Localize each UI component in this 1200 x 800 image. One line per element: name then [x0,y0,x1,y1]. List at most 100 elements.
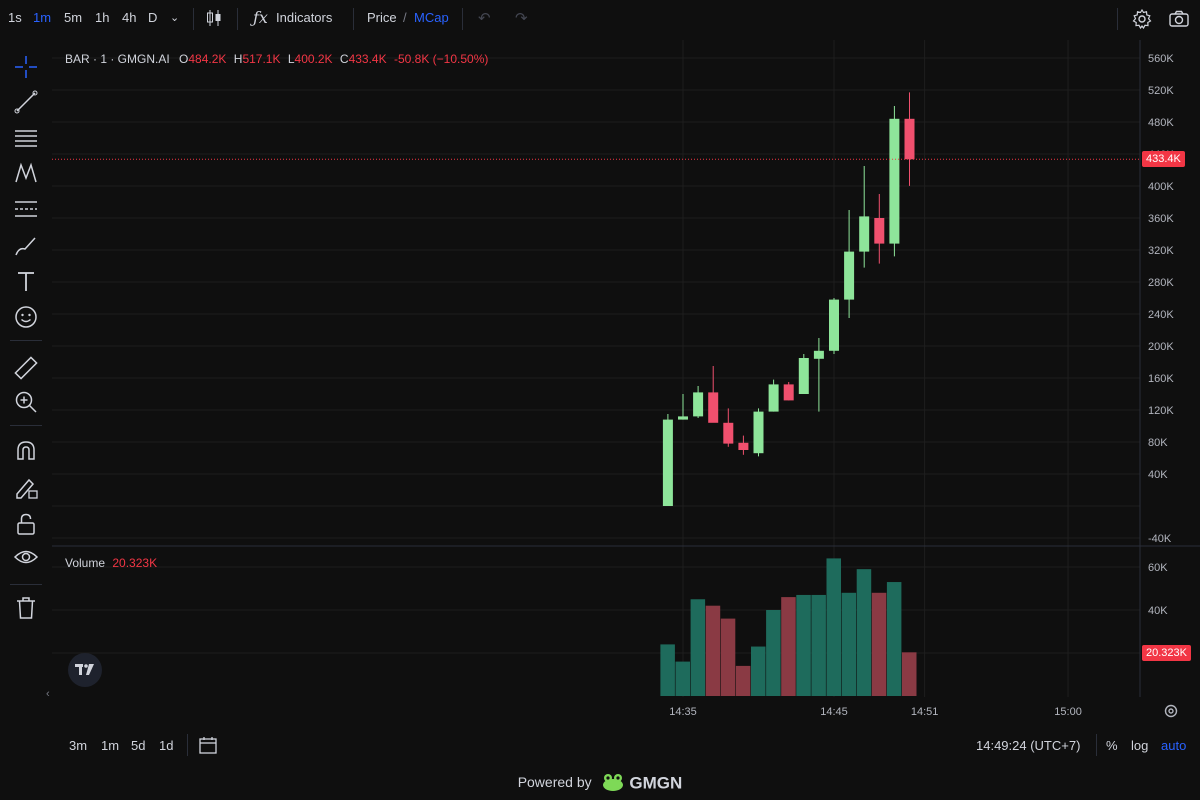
ruler-icon[interactable] [10,352,42,384]
price-tick-label: 80K [1148,437,1168,449]
timeframe-1m[interactable]: 1m [33,10,52,25]
top-toolbar: 1s 1m 5m 1h 4h D ⌄ ƒx Indicators Price /… [0,0,1200,38]
brush-icon[interactable] [10,230,42,262]
lock-drawing-icon[interactable] [10,471,42,503]
pattern-icon[interactable] [10,157,42,189]
magnet-icon[interactable] [10,436,42,468]
price-tick-label: 120K [1148,405,1174,417]
range-1m[interactable]: 1m [101,738,120,753]
axis-settings-icon[interactable] [1163,703,1179,719]
price-axis[interactable]: 560K520K480K440K400K360K320K280K240K200K… [1148,53,1174,545]
indicators-icon[interactable]: ƒx [253,8,268,27]
candle-body [708,392,719,423]
emoji-icon[interactable] [10,301,42,333]
drawing-toolbar [0,38,52,698]
close-value: 433.4K [348,52,387,66]
price-tick-label: 240K [1148,309,1174,321]
volume-bar [660,644,675,696]
high-label: H [233,52,243,66]
trend-line-icon[interactable] [10,86,42,118]
open-value: 484.2K [188,52,227,66]
price-mcap-slash: / [403,10,407,25]
range-3m[interactable]: 3m [69,738,88,753]
timeframe-1h[interactable]: 1h [95,10,110,25]
divider [10,584,42,585]
price-tick-label: 280K [1148,277,1174,289]
collapse-toolbar-icon[interactable]: ‹ [46,688,50,700]
settings-gear-icon[interactable] [1131,8,1153,33]
close-label: C [339,52,349,66]
candle-body [768,384,779,412]
volume-bar [841,592,857,696]
eye-icon[interactable] [10,541,42,573]
candle-body [859,216,870,252]
candle-body [889,118,900,244]
gmgn-frog-icon [600,772,626,795]
volume-bar [751,646,766,696]
volume-bar [705,605,721,696]
powered-by-footer: Powered by GMGN [0,772,1200,795]
text-icon[interactable] [10,266,42,298]
timeframe-dropdown-icon[interactable]: ⌄ [170,12,180,24]
time-axis[interactable]: 14:35 14:45 14:51 15:00 [669,706,1082,718]
volume-legend: Volume 20.323K [65,556,157,570]
mcap-toggle[interactable]: MCap [414,10,449,25]
redo-icon[interactable]: ↷ [515,10,528,27]
percent-toggle[interactable]: % [1106,738,1118,753]
divider [193,8,194,30]
camera-icon[interactable] [1168,8,1190,33]
goto-date-icon[interactable] [198,735,218,758]
volume-label[interactable]: Volume [65,556,106,570]
price-toggle[interactable]: Price [367,10,397,25]
candle-body [753,411,764,454]
zoom-in-icon[interactable] [10,386,42,418]
tradingview-logo[interactable] [68,653,102,687]
divider [1117,8,1118,30]
horizontal-lines-icon[interactable] [10,122,42,154]
clock-timezone[interactable]: 14:49:24 (UTC+7) [976,738,1081,753]
powered-by-text: Powered by [517,774,592,791]
candle-body [723,422,734,444]
low-value: 400.2K [294,52,333,66]
divider [10,425,42,426]
volume-bar [826,558,841,696]
price-tick-label: 560K [1148,53,1174,65]
candle-body [738,442,749,450]
price-tick-label: 200K [1148,341,1174,353]
candle-body [678,416,688,420]
indicators-button[interactable]: Indicators [276,10,333,25]
timeframe-4h[interactable]: 4h [122,10,137,25]
volume-axis[interactable]: 60K 40K [1148,562,1168,617]
undo-icon[interactable]: ↶ [478,10,491,27]
low-label: L [287,52,295,66]
volume-bar [735,665,751,696]
price-tick-label: 320K [1148,245,1174,257]
timeframe-1s[interactable]: 1s [8,10,22,25]
time-tick-label: 14:45 [820,706,848,718]
ohlc-legend: BAR · 1 · GMGN.AI O484.2K H517.1K L400.2… [65,52,488,66]
lock-icon[interactable] [10,508,42,540]
candle-body [874,218,885,244]
price-tick-label: 520K [1148,85,1174,97]
range-5d[interactable]: 5d [131,738,146,753]
candle-body [844,251,855,300]
symbol-label[interactable]: BAR · 1 · GMGN.AI [65,52,170,66]
divider [353,8,354,30]
timeframe-5m[interactable]: 5m [64,10,83,25]
auto-toggle[interactable]: auto [1161,738,1187,753]
crosshair-icon[interactable] [10,51,42,83]
range-1d[interactable]: 1d [159,738,174,753]
candle-style-icon[interactable] [204,8,224,31]
price-tick-label: 40K [1148,469,1168,481]
fib-retracement-icon[interactable] [10,193,42,225]
log-toggle[interactable]: log [1131,738,1149,753]
change-value: -50.8K (−10.50%) [393,52,489,66]
divider [187,734,188,756]
timeframe-D[interactable]: D [148,10,158,25]
last-price-badge: 433.4K [1142,151,1185,167]
trash-icon[interactable] [10,592,42,624]
divider [462,8,463,30]
price-tick-label: 160K [1148,373,1174,385]
